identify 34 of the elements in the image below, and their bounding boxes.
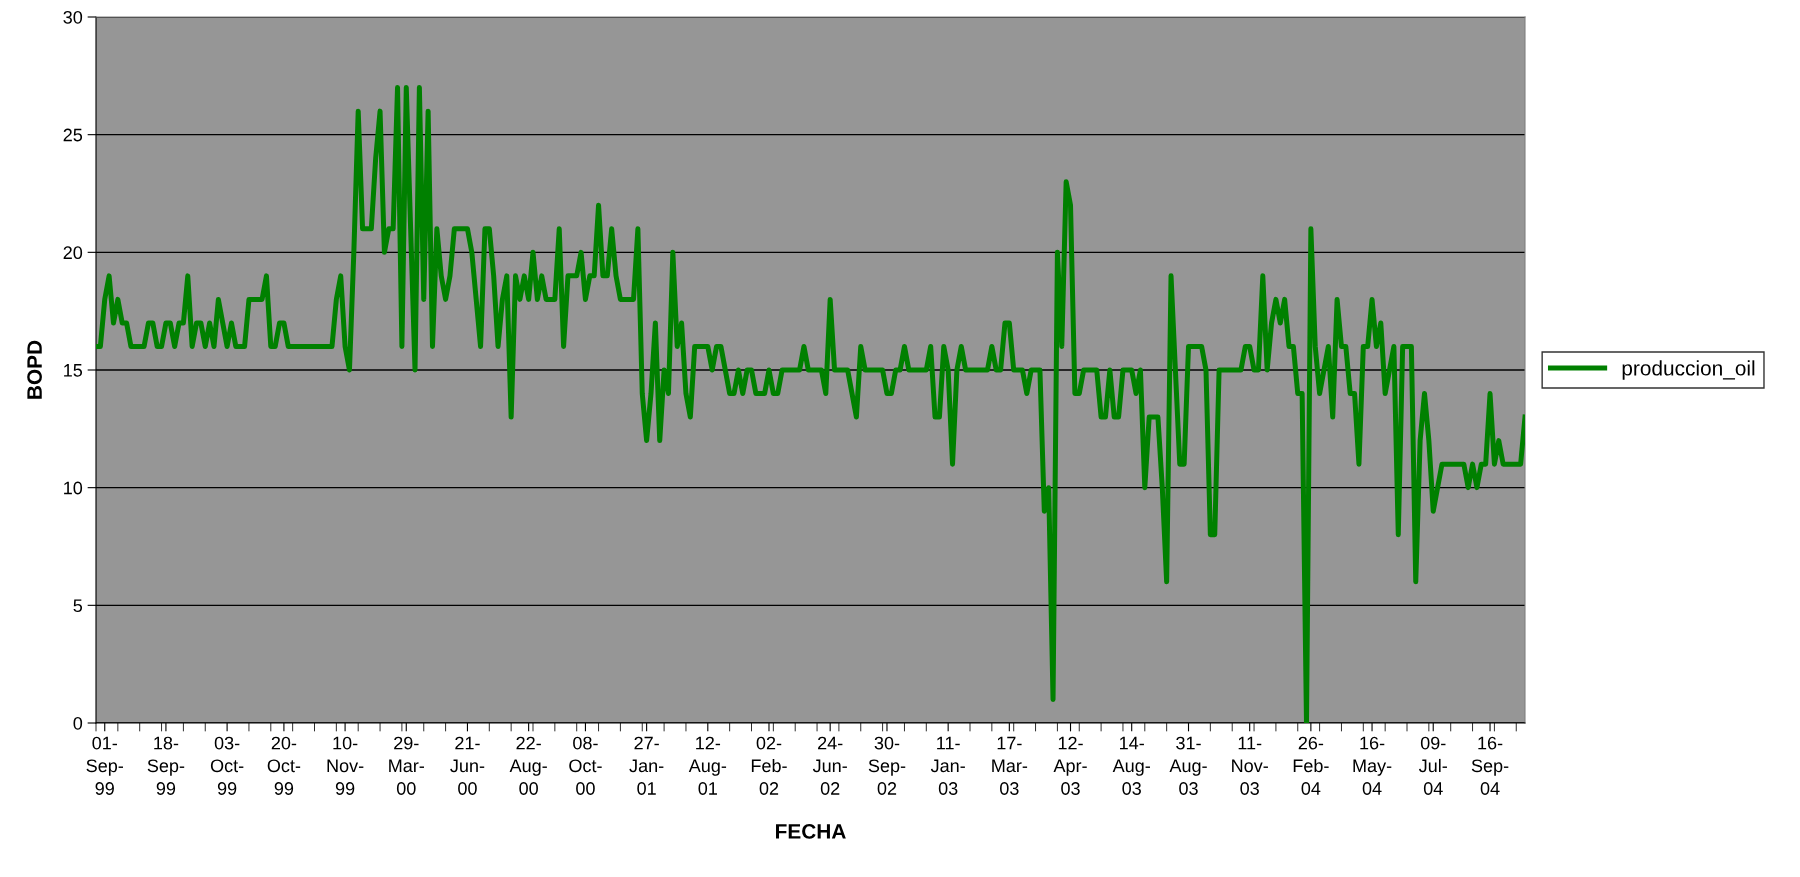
y-tick-label: 0 xyxy=(73,716,83,730)
x-tick-label: 31- Aug- 03 xyxy=(1169,736,1207,795)
y-tick-label: 5 xyxy=(73,599,83,613)
x-tick-label: 30- Sep- 02 xyxy=(868,736,906,795)
x-tick-label: 11- Jan- 03 xyxy=(930,736,965,795)
x-tick-label: 17- Mar- 03 xyxy=(992,736,1028,795)
x-tick-label: 03- Oct- 99 xyxy=(210,736,244,795)
x-tick-label: 10- Nov- 99 xyxy=(327,736,364,795)
y-axis-title: BOPD xyxy=(27,340,42,399)
y-tick-label: 25 xyxy=(63,128,83,142)
y-tick-label: 15 xyxy=(64,364,83,377)
x-axis-title: FECHA xyxy=(776,824,846,839)
x-tick-label: 29- Mar- 00 xyxy=(389,736,425,795)
x-tick-label: 24- Jun- 02 xyxy=(812,736,847,795)
x-tick-label: 09- Jul- 04 xyxy=(1418,736,1447,795)
x-tick-label: 27- Jan- 01 xyxy=(629,736,664,795)
x-tick-label: 16- May- 04 xyxy=(1353,736,1392,795)
x-tick-label: 20- Oct- 99 xyxy=(267,736,301,795)
x-tick-label: 12- Apr- 03 xyxy=(1053,736,1087,795)
x-tick-label: 01- Sep- 99 xyxy=(86,736,124,795)
x-tick-label: 18- Sep- 99 xyxy=(147,736,185,795)
x-tick-label: 26- Feb- 04 xyxy=(1293,736,1329,795)
x-tick-label: 02- Feb- 02 xyxy=(751,736,787,795)
x-tick-label: 21- Jun- 00 xyxy=(450,736,485,795)
x-tick-label: 22- Aug- 00 xyxy=(509,736,547,795)
x-tick-label: 12- Aug- 01 xyxy=(688,736,727,795)
x-tick-label: 08- Oct- 00 xyxy=(569,736,602,795)
x-tick-label: 16- Sep- 04 xyxy=(1471,736,1509,795)
y-tick-label: 20 xyxy=(63,246,83,260)
y-tick-label: 30 xyxy=(63,10,83,24)
x-tick-label: 14- Aug- 03 xyxy=(1112,736,1150,795)
legend-label: produccion_oil xyxy=(1622,360,1755,380)
y-tick-label: 10 xyxy=(64,481,83,495)
x-tick-label: 11- Nov- 03 xyxy=(1232,736,1268,795)
